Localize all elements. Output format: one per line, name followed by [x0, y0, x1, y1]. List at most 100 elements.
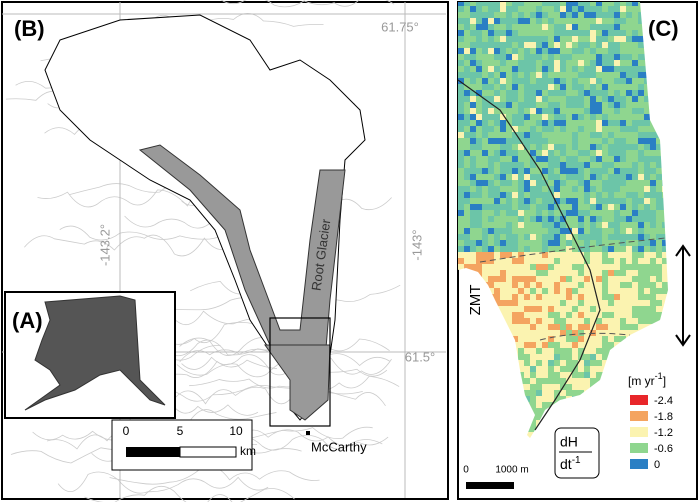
heat-cell [578, 138, 584, 144]
heat-cell [650, 132, 656, 138]
heat-cell [554, 192, 560, 198]
heat-cell [470, 228, 476, 234]
heat-cell [632, 114, 638, 120]
heat-cell [500, 150, 506, 156]
heat-cell [602, 54, 608, 60]
heat-cell [512, 66, 518, 72]
heat-cell [644, 294, 650, 300]
heat-cell [596, 282, 602, 288]
heat-cell [524, 120, 530, 126]
heat-cell [554, 36, 560, 42]
heat-cell [506, 210, 512, 216]
heat-cell [506, 312, 512, 318]
heat-cell [530, 324, 536, 330]
heat-cell [488, 276, 494, 282]
heat-cell [536, 6, 542, 12]
heat-cell [554, 240, 560, 246]
heat-cell [620, 144, 626, 150]
heat-cell [620, 162, 626, 168]
heat-cell [458, 114, 464, 120]
heat-cell [632, 168, 638, 174]
heat-cell [590, 366, 596, 372]
heat-cell [656, 210, 662, 216]
heat-cell [638, 204, 644, 210]
heat-cell [566, 108, 572, 114]
heat-cell [554, 96, 560, 102]
heat-cell [584, 246, 590, 252]
heat-cell [572, 216, 578, 222]
heat-cell [518, 132, 524, 138]
heat-cell [602, 192, 608, 198]
heat-cell [632, 2, 638, 6]
heat-cell [494, 90, 500, 96]
heat-cell [482, 114, 488, 120]
heat-cell [662, 276, 668, 282]
heat-cell [518, 66, 524, 72]
heat-cell [554, 2, 560, 6]
heat-cell [548, 48, 554, 54]
heat-cell [530, 66, 536, 72]
heat-cell [560, 396, 566, 402]
heat-cell [638, 318, 644, 324]
heat-cell [494, 252, 500, 258]
heat-cell [512, 114, 518, 120]
heat-cell [590, 318, 596, 324]
heat-cell [536, 228, 542, 234]
heat-cell [638, 12, 644, 18]
heat-cell [644, 222, 650, 228]
heat-cell [548, 90, 554, 96]
heat-cell [500, 174, 506, 180]
heat-cell [464, 144, 470, 150]
heat-cell [590, 270, 596, 276]
heat-cell [482, 210, 488, 216]
heat-cell [464, 78, 470, 84]
heat-cell [602, 288, 608, 294]
heat-cell [530, 246, 536, 252]
heat-cell [512, 198, 518, 204]
heat-cell [620, 108, 626, 114]
heat-cell [518, 174, 524, 180]
heat-cell [644, 90, 650, 96]
heat-cell [584, 258, 590, 264]
heat-cell [530, 318, 536, 324]
heat-cell [554, 18, 560, 24]
heat-cell [596, 150, 602, 156]
heat-cell [584, 132, 590, 138]
heat-cell [560, 324, 566, 330]
heat-cell [518, 192, 524, 198]
heat-cell [518, 372, 524, 378]
heat-cell [620, 294, 626, 300]
heat-cell [632, 234, 638, 240]
heat-cell [578, 162, 584, 168]
heat-cell [518, 264, 524, 270]
heat-cell [560, 192, 566, 198]
heat-cell [572, 210, 578, 216]
heat-cell [518, 168, 524, 174]
heat-cell [590, 360, 596, 366]
heat-cell [602, 84, 608, 90]
heat-cell [536, 372, 542, 378]
heat-cell [488, 234, 494, 240]
heat-cell [578, 240, 584, 246]
heat-cell [554, 234, 560, 240]
heat-cell [464, 30, 470, 36]
heat-cell [536, 138, 542, 144]
heat-cell [614, 222, 620, 228]
heat-cell [644, 240, 650, 246]
heat-cell [542, 198, 548, 204]
heat-cell [596, 162, 602, 168]
heat-cell [506, 300, 512, 306]
heat-cell [470, 210, 476, 216]
heat-cell [476, 84, 482, 90]
heat-cell [584, 126, 590, 132]
heat-cell [464, 162, 470, 168]
heat-cell [542, 150, 548, 156]
legend-label: -2.4 [654, 395, 673, 407]
heat-cell [518, 246, 524, 252]
heat-cell [548, 228, 554, 234]
heat-cell [632, 174, 638, 180]
heat-cell [476, 36, 482, 42]
heat-cell [638, 222, 644, 228]
heat-cell [476, 18, 482, 24]
heat-cell [620, 204, 626, 210]
